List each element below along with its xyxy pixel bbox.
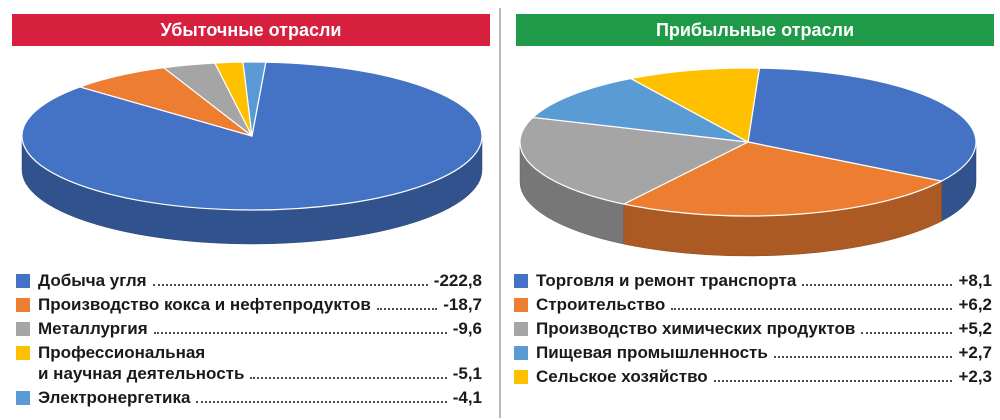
losing-legend-label: Профессиональная (38, 343, 206, 362)
losing-legend-item: Добыча угля -222,8 (16, 270, 482, 294)
losing-legend-item: Профессиональная и научная деятельность -5… (16, 342, 482, 387)
profit-industries-header: Прибыльные отрасли (516, 14, 994, 46)
losing-legend-leader-dots (250, 376, 447, 379)
profit-legend-leader-dots (713, 379, 953, 382)
profit-slice-5 (630, 67, 760, 143)
losing-legend-swatch (16, 298, 30, 312)
losing-legend-label: Производство кокса и нефтепродуктов (38, 295, 371, 314)
profit-legend-label: Производство химических продуктов (536, 319, 856, 338)
losing-legend-leader-dots (153, 331, 447, 334)
losing-legend-value: -4,1 (452, 388, 482, 407)
losing-industries-header: Убыточные отрасли (12, 14, 490, 46)
losing-legend-value: -18,7 (443, 295, 482, 314)
losing-legend-leader-dots (152, 283, 428, 286)
profit-legend-leader-dots (773, 355, 953, 358)
losing-legend-swatch (16, 346, 30, 360)
profit-legend-leader-dots (671, 307, 953, 310)
losing-legend-item: Металлургия -9,6 (16, 318, 482, 342)
losing-legend-value: -5,1 (452, 364, 482, 383)
losing-legend-label: Электронергетика (38, 388, 191, 407)
losing-slice-2 (79, 67, 253, 137)
losing-legend-swatch (16, 391, 30, 405)
profit-legend-label: Пищевая промышленность (536, 343, 768, 362)
profit-legend-swatch (514, 298, 528, 312)
profit-legend-value: +8,1 (958, 271, 992, 290)
profit-slice-2 (623, 141, 943, 217)
profit-slice-3 (519, 116, 749, 205)
losing-legend-value: -9,6 (452, 319, 482, 338)
profit-legend-label: Строительство (536, 295, 666, 314)
profit-legend-swatch (514, 370, 528, 384)
losing-legend-label: Добыча угля (38, 271, 147, 290)
losing-industries-panel: Убыточные отрасли Добыча угля -222,8 Произ… (0, 0, 490, 420)
profit-industries-pie-chart (519, 67, 977, 257)
losing-industries-legend: Добыча угля -222,8 Производство кокса и не… (16, 270, 482, 411)
profit-legend-swatch (514, 322, 528, 336)
profit-industries-panel: Прибыльные отрасли Торговля и ремонт тра… (510, 0, 1000, 420)
losing-legend-leader-dots (196, 400, 447, 403)
losing-legend-item: Производство кокса и нефтепродуктов -18,7 (16, 294, 482, 318)
losing-slice-5 (242, 61, 267, 137)
profit-legend-leader-dots (861, 331, 953, 334)
profit-legend-item: Сельское хозяйство +2,3 (514, 366, 992, 390)
profit-legend-leader-dots (802, 283, 953, 286)
profit-legend-value: +6,2 (958, 295, 992, 314)
losing-legend-label: и научная деятельность (38, 364, 245, 383)
losing-legend-value: -222,8 (433, 271, 482, 290)
losing-legend-swatch (16, 274, 30, 288)
losing-legend-swatch (16, 322, 30, 336)
profit-slice-4 (532, 77, 749, 143)
profit-legend-label: Торговля и ремонт транспорта (536, 271, 797, 290)
profit-legend-item: Производство химических продуктов +5,2 (514, 318, 992, 342)
profit-legend-swatch (514, 274, 528, 288)
profit-legend-value: +5,2 (958, 319, 992, 338)
panel-divider (499, 8, 501, 418)
losing-legend-label: Металлургия (38, 319, 148, 338)
losing-legend-leader-dots (376, 307, 438, 310)
profit-legend-item: Строительство +6,2 (514, 294, 992, 318)
profit-industries-legend: Торговля и ремонт транспорта +8,1 Строител… (514, 270, 992, 390)
losing-industries-pie-chart (21, 61, 483, 245)
profit-legend-swatch (514, 346, 528, 360)
profit-legend-label: Сельское хозяйство (536, 367, 708, 386)
profit-legend-value: +2,3 (958, 367, 992, 386)
losing-legend-item: Электронергетика -4,1 (16, 387, 482, 411)
profit-legend-item: Торговля и ремонт транспорта +8,1 (514, 270, 992, 294)
profit-slice-1 (747, 67, 977, 182)
profit-legend-value: +2,7 (958, 343, 992, 362)
profit-legend-item: Пищевая промышленность +2,7 (514, 342, 992, 366)
